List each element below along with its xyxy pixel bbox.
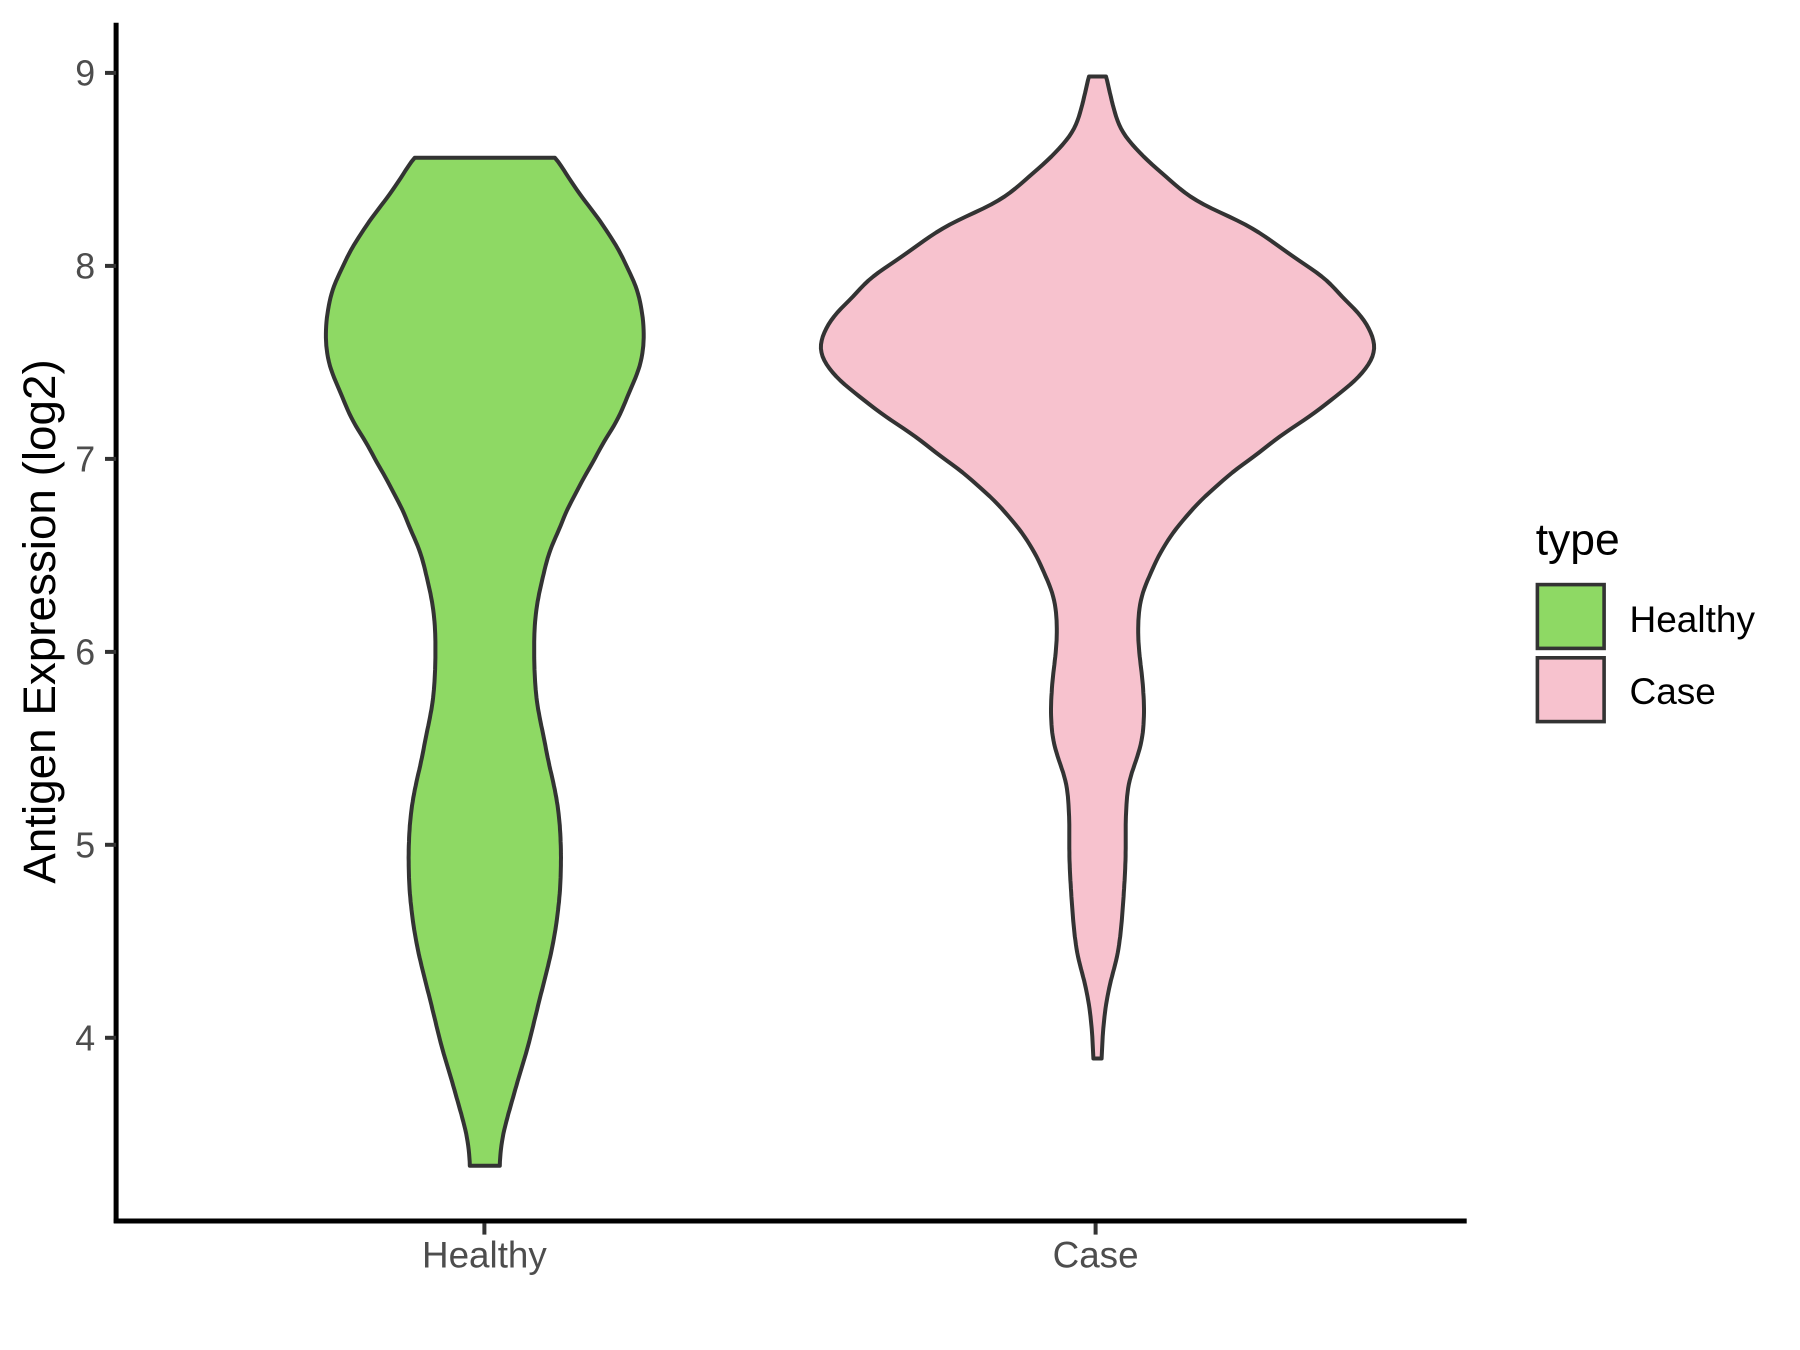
- svg-text:8: 8: [75, 247, 95, 287]
- svg-text:Antigen Expression (log2): Antigen Expression (log2): [14, 359, 65, 883]
- svg-text:type: type: [1536, 516, 1620, 565]
- svg-text:9: 9: [75, 54, 95, 94]
- svg-text:5: 5: [75, 826, 95, 866]
- svg-text:4: 4: [75, 1019, 95, 1059]
- svg-text:7: 7: [75, 440, 95, 480]
- svg-text:Healthy: Healthy: [1630, 599, 1756, 640]
- svg-text:Healthy: Healthy: [422, 1234, 547, 1275]
- svg-text:Case: Case: [1630, 671, 1716, 712]
- svg-text:Case: Case: [1053, 1234, 1139, 1275]
- svg-text:6: 6: [75, 633, 95, 673]
